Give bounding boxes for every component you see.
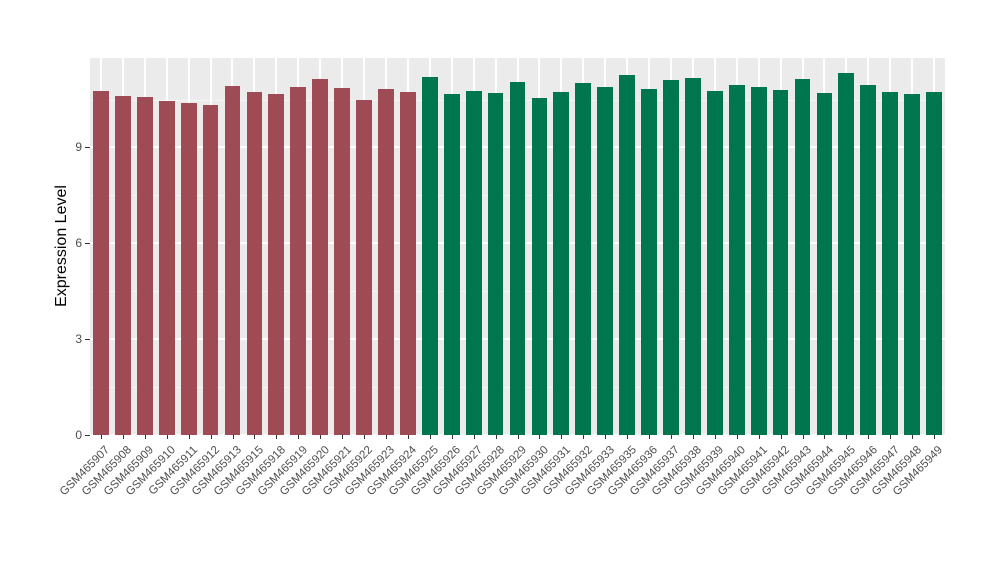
x-tick-mark <box>166 435 168 439</box>
bar <box>509 81 526 435</box>
x-tick-mark <box>473 435 475 439</box>
bar <box>180 103 197 435</box>
y-tick-mark <box>85 147 90 149</box>
x-tick-mark <box>736 435 738 439</box>
x-tick-mark <box>670 435 672 439</box>
bar <box>706 91 723 435</box>
x-tick-mark <box>890 435 892 439</box>
bar <box>224 86 241 435</box>
bar <box>136 96 153 435</box>
x-tick-mark <box>649 435 651 439</box>
bar <box>553 92 570 435</box>
x-tick-mark <box>320 435 322 439</box>
x-tick-mark <box>254 435 256 439</box>
x-tick-mark <box>846 435 848 439</box>
x-tick-mark <box>605 435 607 439</box>
bar <box>794 79 811 435</box>
x-tick-mark <box>495 435 497 439</box>
bar <box>421 77 438 435</box>
plot-panel <box>90 58 945 436</box>
bar <box>860 84 877 435</box>
bar <box>597 87 614 435</box>
x-tick-mark <box>451 435 453 439</box>
x-tick-mark <box>298 435 300 439</box>
x-tick-mark <box>692 435 694 439</box>
y-tick-mark <box>85 243 90 245</box>
bar <box>641 89 657 435</box>
x-tick-mark <box>364 435 366 439</box>
x-tick-mark <box>276 435 278 439</box>
x-tick-mark <box>583 435 585 439</box>
x-tick-mark <box>912 435 914 439</box>
bar <box>750 87 767 435</box>
x-tick-mark <box>802 435 804 439</box>
x-tick-mark <box>122 435 124 439</box>
x-tick-mark <box>824 435 826 439</box>
x-tick-mark <box>780 435 782 439</box>
bar <box>465 91 482 435</box>
x-tick-mark <box>407 435 409 439</box>
x-tick-mark <box>561 435 563 439</box>
bar <box>334 88 350 435</box>
bar <box>290 87 307 435</box>
y-tick-label: 0 <box>75 428 82 442</box>
bar <box>246 91 263 435</box>
x-tick-mark <box>627 435 629 439</box>
bar <box>816 92 833 435</box>
y-tick-mark <box>85 339 90 341</box>
bar <box>663 79 679 435</box>
x-tick-mark <box>517 435 519 439</box>
bar <box>158 101 175 435</box>
bar <box>356 99 372 435</box>
x-tick-mark <box>934 435 936 439</box>
bar <box>926 91 942 435</box>
bar <box>619 74 635 435</box>
bar <box>575 83 592 435</box>
y-tick-label: 6 <box>75 236 82 251</box>
bar <box>487 92 504 435</box>
bar <box>531 98 548 435</box>
bar <box>202 104 219 435</box>
bar <box>904 94 920 435</box>
y-tick-label: 9 <box>75 140 82 155</box>
bar <box>93 91 109 435</box>
x-tick-mark <box>758 435 760 439</box>
y-tick-label: 3 <box>75 332 82 347</box>
bar <box>838 73 855 435</box>
x-tick-mark <box>539 435 541 439</box>
bar <box>443 94 460 435</box>
bar <box>114 95 131 435</box>
y-tick-mark <box>85 435 90 436</box>
x-tick-mark <box>868 435 870 439</box>
x-tick-mark <box>342 435 344 439</box>
bar <box>399 91 416 435</box>
x-tick-mark <box>429 435 431 439</box>
bar <box>728 85 745 435</box>
bar <box>378 89 394 435</box>
x-tick-mark <box>714 435 716 439</box>
x-tick-mark <box>188 435 190 439</box>
bar <box>312 78 329 435</box>
x-tick-mark <box>385 435 387 439</box>
x-tick-mark <box>144 435 146 439</box>
bar <box>268 94 285 435</box>
x-tick-mark <box>100 435 102 439</box>
x-tick-mark <box>232 435 234 439</box>
bar <box>772 90 789 435</box>
bar <box>684 78 701 435</box>
x-tick-mark <box>210 435 212 439</box>
bar <box>882 92 899 435</box>
